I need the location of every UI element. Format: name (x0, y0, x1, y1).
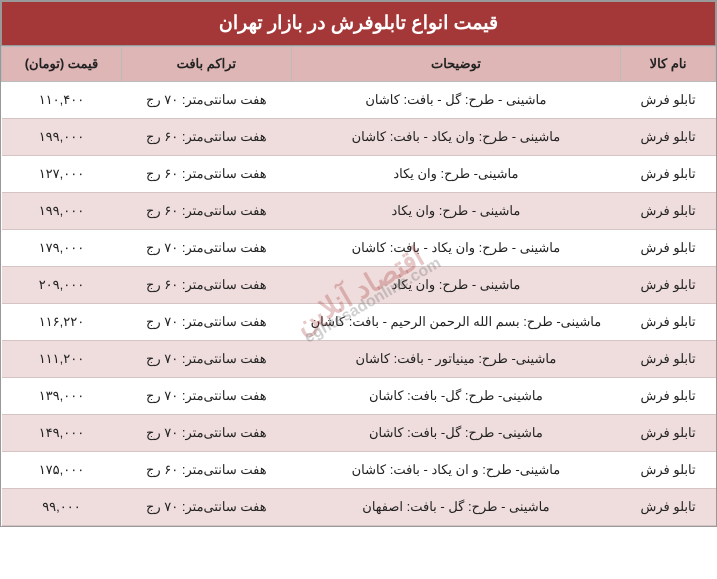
cell-name: تابلو فرش (621, 156, 716, 193)
table-row: تابلو فرشماشینی- طرح: و ان یکاد - بافت: … (2, 452, 716, 489)
cell-density: هفت سانتی‌متر: ۷۰ رج (121, 489, 291, 526)
cell-name: تابلو فرش (621, 415, 716, 452)
table-row: تابلو فرشماشینی- طرح: بسم الله الرحمن ال… (2, 304, 716, 341)
cell-price: ۱۲۷,۰۰۰ (2, 156, 122, 193)
cell-price: ۱۱۱,۲۰۰ (2, 341, 122, 378)
price-table: نام کالا توضیحات تراکم بافت قیمت (تومان)… (1, 46, 716, 526)
table-row: تابلو فرشماشینی - طرح: وان یکادهفت سانتی… (2, 267, 716, 304)
price-table-container: قیمت انواع تابلوفرش در بازار تهران نام ک… (0, 0, 717, 527)
cell-price: ۱۷۵,۰۰۰ (2, 452, 122, 489)
cell-desc: ماشینی- طرح: و ان یکاد - بافت: کاشان (291, 452, 620, 489)
cell-desc: ماشینی- طرح: گل- بافت: کاشان (291, 378, 620, 415)
cell-price: ۱۱۶,۲۲۰ (2, 304, 122, 341)
table-row: تابلو فرشماشینی- طرح: گل- بافت: کاشانهفت… (2, 415, 716, 452)
cell-desc: ماشینی - طرح: گل - بافت: اصفهان (291, 489, 620, 526)
cell-desc: ماشینی- طرح: وان یکاد (291, 156, 620, 193)
cell-density: هفت سانتی‌متر: ۷۰ رج (121, 82, 291, 119)
cell-name: تابلو فرش (621, 452, 716, 489)
table-row: تابلو فرشماشینی - طرح: وان یکاد - بافت: … (2, 230, 716, 267)
cell-name: تابلو فرش (621, 82, 716, 119)
cell-density: هفت سانتی‌متر: ۷۰ رج (121, 304, 291, 341)
col-header-name: نام کالا (621, 47, 716, 82)
cell-desc: ماشینی- طرح: مینیاتور - بافت: کاشان (291, 341, 620, 378)
col-header-price: قیمت (تومان) (2, 47, 122, 82)
table-title: قیمت انواع تابلوفرش در بازار تهران (1, 1, 716, 46)
cell-desc: ماشینی - طرح: وان یکاد (291, 193, 620, 230)
cell-name: تابلو فرش (621, 378, 716, 415)
cell-price: ۲۰۹,۰۰۰ (2, 267, 122, 304)
cell-desc: ماشینی - طرح: وان یکاد - بافت: کاشان (291, 119, 620, 156)
cell-name: تابلو فرش (621, 304, 716, 341)
header-row: نام کالا توضیحات تراکم بافت قیمت (تومان) (2, 47, 716, 82)
cell-density: هفت سانتی‌متر: ۷۰ رج (121, 415, 291, 452)
table-row: تابلو فرشماشینی - طرح: وان یکاد - بافت: … (2, 119, 716, 156)
cell-name: تابلو فرش (621, 193, 716, 230)
cell-density: هفت سانتی‌متر: ۶۰ رج (121, 267, 291, 304)
col-header-desc: توضیحات (291, 47, 620, 82)
table-row: تابلو فرشماشینی - طرح: وان یکادهفت سانتی… (2, 193, 716, 230)
cell-name: تابلو فرش (621, 267, 716, 304)
cell-density: هفت سانتی‌متر: ۶۰ رج (121, 452, 291, 489)
cell-price: ۱۹۹,۰۰۰ (2, 193, 122, 230)
cell-density: هفت سانتی‌متر: ۷۰ رج (121, 378, 291, 415)
cell-price: ۹۹,۰۰۰ (2, 489, 122, 526)
cell-density: هفت سانتی‌متر: ۶۰ رج (121, 119, 291, 156)
cell-price: ۱۳۹,۰۰۰ (2, 378, 122, 415)
table-row: تابلو فرشماشینی - طرح: گل - بافت: اصفهان… (2, 489, 716, 526)
cell-price: ۱۴۹,۰۰۰ (2, 415, 122, 452)
cell-name: تابلو فرش (621, 341, 716, 378)
cell-desc: ماشینی- طرح: گل- بافت: کاشان (291, 415, 620, 452)
cell-desc: ماشینی- طرح: بسم الله الرحمن الرحیم - با… (291, 304, 620, 341)
cell-name: تابلو فرش (621, 489, 716, 526)
cell-density: هفت سانتی‌متر: ۶۰ رج (121, 156, 291, 193)
cell-price: ۱۷۹,۰۰۰ (2, 230, 122, 267)
cell-density: هفت سانتی‌متر: ۶۰ رج (121, 193, 291, 230)
cell-desc: ماشینی - طرح: وان یکاد - بافت: کاشان (291, 230, 620, 267)
cell-name: تابلو فرش (621, 230, 716, 267)
table-body: تابلو فرشماشینی - طرح: گل - بافت: کاشانه… (2, 82, 716, 526)
table-row: تابلو فرشماشینی- طرح: وان یکادهفت سانتی‌… (2, 156, 716, 193)
cell-desc: ماشینی - طرح: وان یکاد (291, 267, 620, 304)
table-row: تابلو فرشماشینی- طرح: مینیاتور - بافت: ک… (2, 341, 716, 378)
col-header-density: تراکم بافت (121, 47, 291, 82)
table-row: تابلو فرشماشینی - طرح: گل - بافت: کاشانه… (2, 82, 716, 119)
cell-density: هفت سانتی‌متر: ۷۰ رج (121, 230, 291, 267)
cell-price: ۱۱۰,۴۰۰ (2, 82, 122, 119)
cell-price: ۱۹۹,۰۰۰ (2, 119, 122, 156)
cell-name: تابلو فرش (621, 119, 716, 156)
cell-density: هفت سانتی‌متر: ۷۰ رج (121, 341, 291, 378)
cell-desc: ماشینی - طرح: گل - بافت: کاشان (291, 82, 620, 119)
table-row: تابلو فرشماشینی- طرح: گل- بافت: کاشانهفت… (2, 378, 716, 415)
